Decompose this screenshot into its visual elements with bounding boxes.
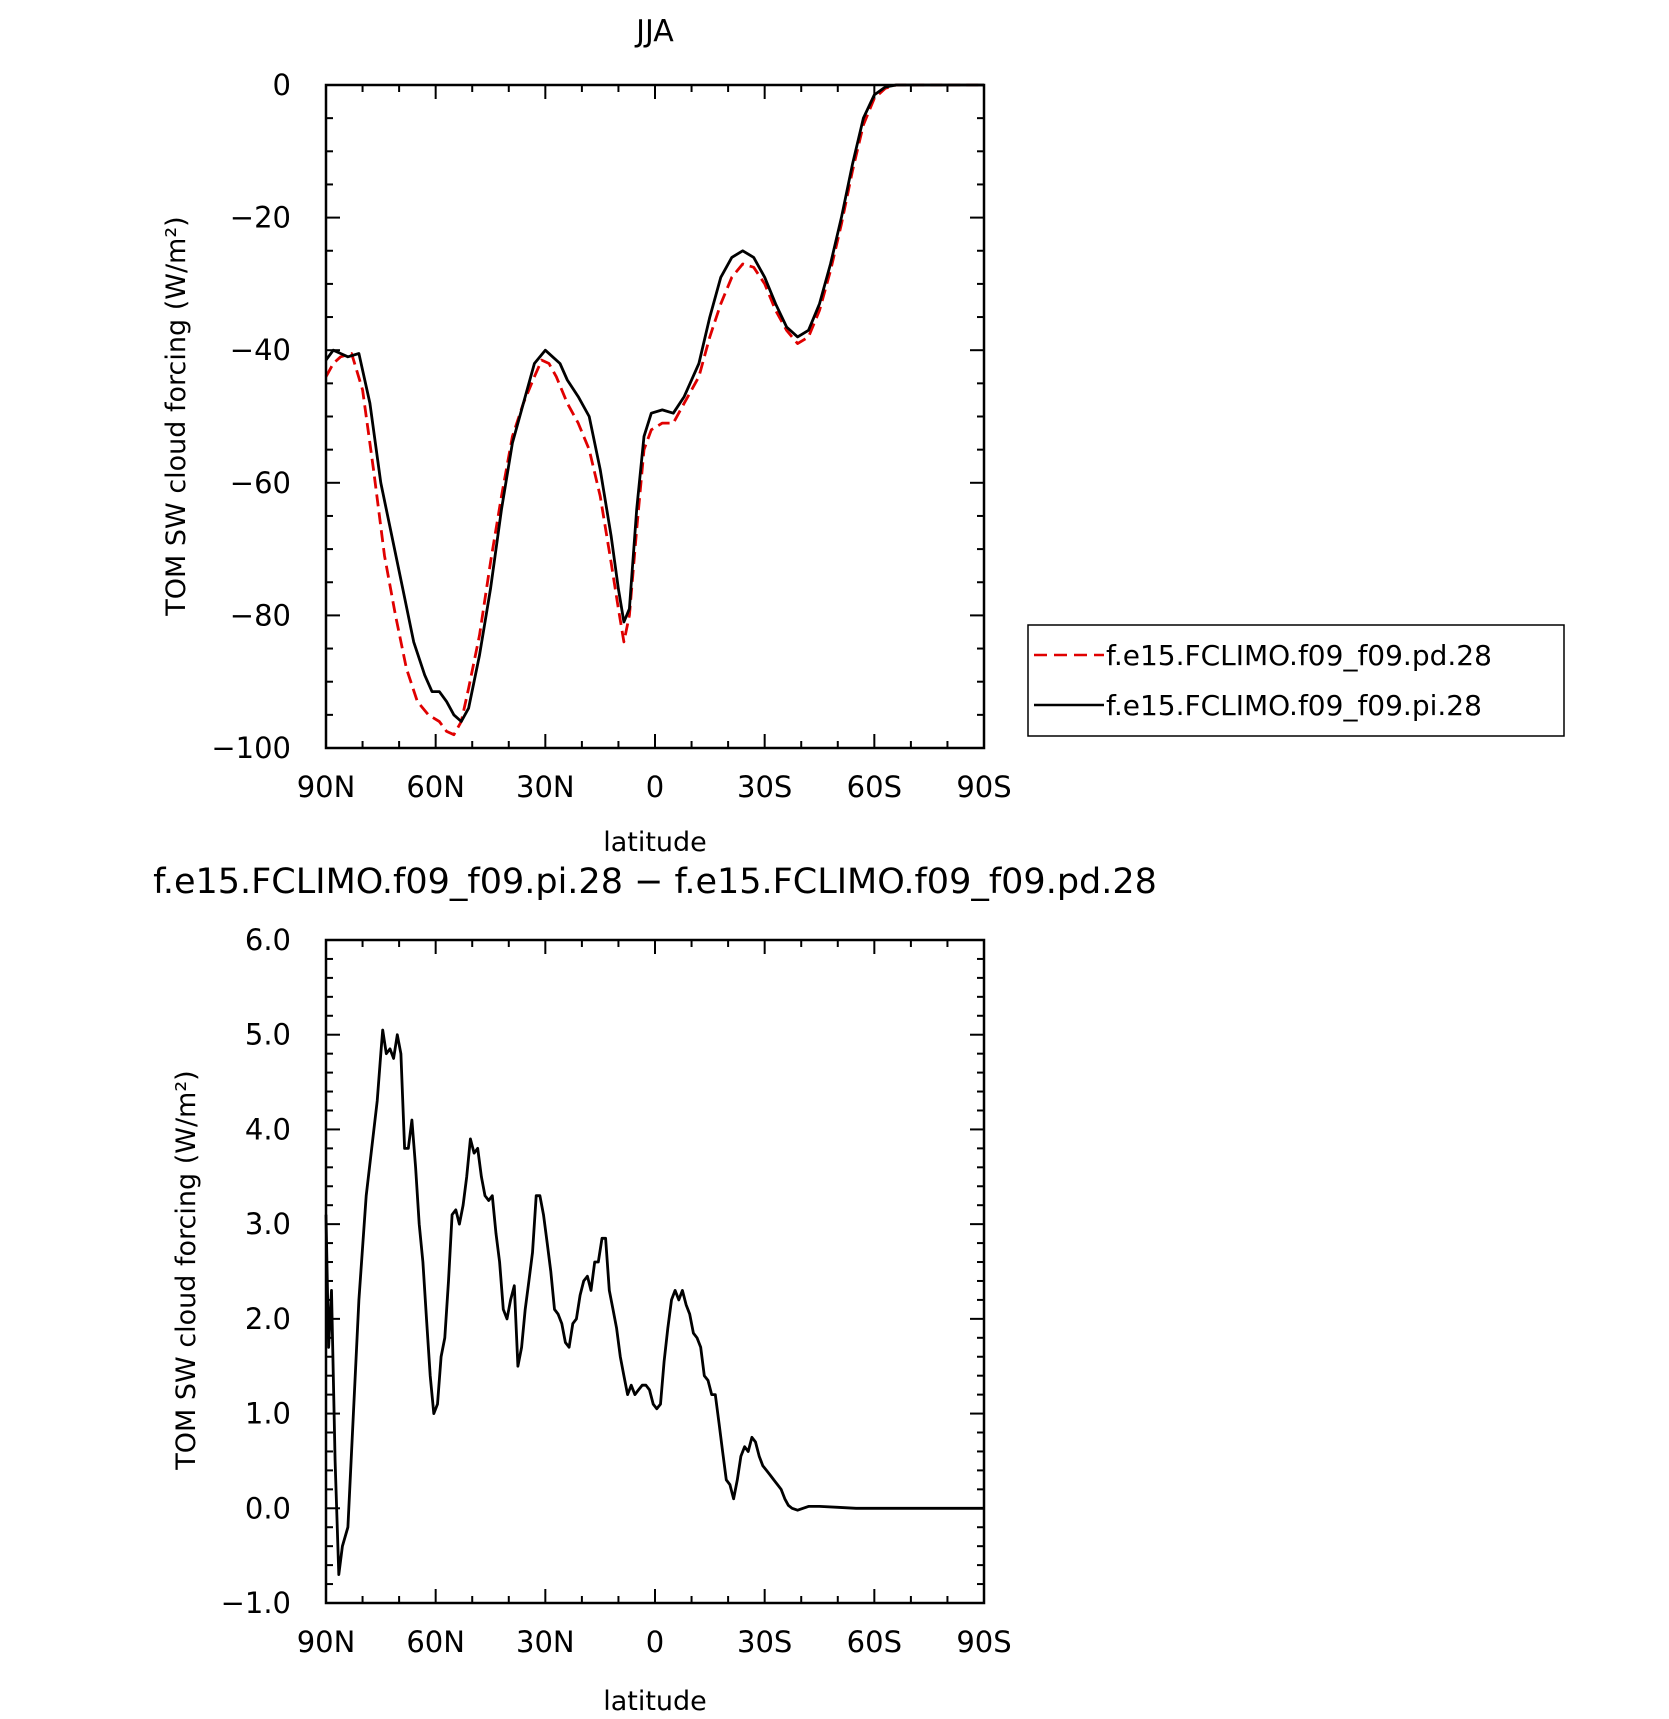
top-y-axis-label: TOM SW cloud forcing (W/m²) [161, 216, 192, 616]
top-y-tick-label: −40 [230, 333, 291, 367]
bottom-x-tick-label: 60N [406, 1625, 465, 1659]
top-x-tick-label: 0 [646, 770, 664, 804]
top-y-tick-label: −20 [230, 201, 291, 235]
top-x-tick-label: 60S [847, 770, 902, 804]
legend: f.e15.FCLIMO.f09_f09.pd.28 f.e15.FCLIMO.… [1027, 624, 1565, 737]
bottom-y-tick-label: 6.0 [245, 923, 291, 957]
bottom-y-tick-label: 2.0 [245, 1302, 291, 1336]
legend-label-pd: f.e15.FCLIMO.f09_f09.pd.28 [1106, 639, 1492, 672]
top-x-axis-label: latitude [603, 827, 707, 858]
top-series-lines [324, 83, 984, 737]
bottom-chart-title: f.e15.FCLIMO.f09_f09.pi.28 − f.e15.FCLIM… [153, 862, 1157, 902]
top-x-tick-label: 30S [737, 770, 792, 804]
top-x-tick-label: 60N [406, 770, 465, 804]
top-chart-title: JJA [634, 14, 674, 49]
bottom-y-tick-label: 3.0 [245, 1207, 291, 1241]
bottom-y-tick-label: 1.0 [245, 1397, 291, 1431]
top-y-tick-label: 0 [273, 68, 291, 102]
top-plot-frame [324, 83, 986, 750]
top-series-line-1 [324, 83, 984, 737]
bottom-x-tick-label: 0 [646, 1625, 664, 1659]
bottom-y-tick-label: −1.0 [221, 1586, 291, 1620]
top-y-tick-label: −100 [211, 731, 291, 765]
bottom-x-axis-label: latitude [603, 1686, 707, 1717]
bottom-x-tick-label: 30S [737, 1625, 792, 1659]
bottom-y-tick-label: 4.0 [245, 1112, 291, 1146]
bottom-plot-frame [324, 938, 986, 1605]
top-panel: JJA 90N 60N 30N 0 30S 60S 90S 0 −20 −40 −60 −80 −100… [161, 14, 1565, 858]
top-ticks: 90N 60N 30N 0 30S 60S 90S 0 −20 −40 −60 −80 −100 [211, 68, 1011, 804]
bottom-y-tick-label: 5.0 [245, 1018, 291, 1052]
bottom-series-line-1 [324, 1028, 984, 1576]
bottom-x-tick-label: 30N [516, 1625, 575, 1659]
bottom-ticks: 90N 60N 30N 0 30S 60S 90S 6.0 5.0 4.0 3.0 2.0 1.0 0.0… [221, 923, 1012, 1659]
legend-label-pi: f.e15.FCLIMO.f09_f09.pi.28 [1106, 689, 1482, 722]
top-y-tick-label: −80 [230, 598, 291, 632]
legend-box [1027, 624, 1565, 737]
bottom-panel: f.e15.FCLIMO.f09_f09.pi.28 − f.e15.FCLIM… [153, 862, 1157, 1717]
top-x-tick-label: 90N [297, 770, 356, 804]
bottom-x-tick-label: 90S [956, 1625, 1011, 1659]
bottom-series-lines [324, 1028, 984, 1576]
top-series-line-2 [324, 83, 984, 723]
bottom-y-axis-label: TOM SW cloud forcing (W/m²) [171, 1070, 202, 1470]
bottom-x-tick-label: 60S [847, 1625, 902, 1659]
bottom-x-tick-label: 90N [297, 1625, 356, 1659]
top-x-tick-label: 30N [516, 770, 575, 804]
top-x-tick-label: 90S [956, 770, 1011, 804]
bottom-y-tick-label: 0.0 [245, 1491, 291, 1525]
top-y-tick-label: −60 [230, 466, 291, 500]
